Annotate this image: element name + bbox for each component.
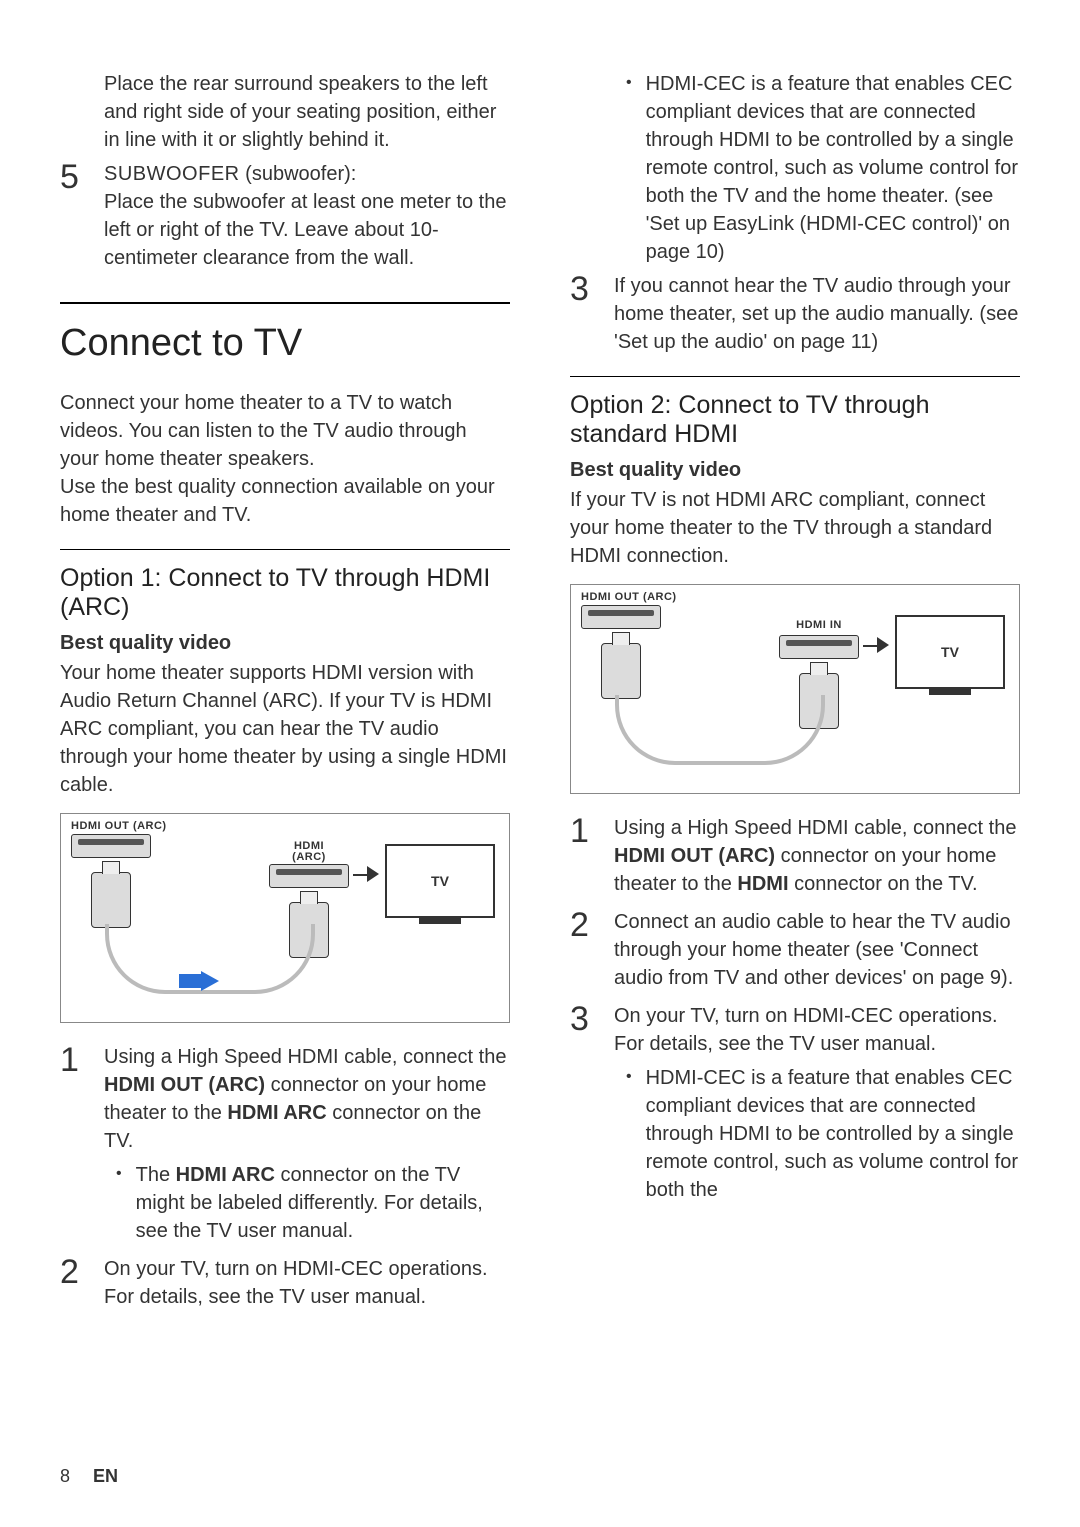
text: connector on the TV. — [789, 873, 978, 895]
bold-text: HDMI OUT (ARC) — [104, 1074, 265, 1096]
bullet-body: The HDMI ARC connector on the TV might b… — [136, 1161, 510, 1245]
page-footer: 8 EN — [60, 1466, 118, 1487]
tv-box: TV — [385, 844, 495, 918]
cec-bullet: HDMI-CEC is a feature that enables CEC c… — [646, 70, 1020, 266]
text: Using a High Speed HDMI cable, connect t… — [614, 817, 1016, 839]
subwoofer-paren: (subwoofer): — [240, 163, 357, 185]
left-column: Place the rear surround speakers to the … — [60, 70, 510, 1321]
option2-heading: Option 2: Connect to TV through standard… — [570, 376, 1020, 449]
hdmi-plug-left — [91, 872, 131, 928]
diagram-hdmi-std: HDMI OUT (ARC) HDMI IN TV — [570, 584, 1020, 794]
port-out-label: HDMI OUT (ARC) — [71, 820, 167, 832]
bold-text: HDMI OUT (ARC) — [614, 845, 775, 867]
step-number: 1 — [60, 1043, 88, 1077]
bullet-icon: • — [626, 1064, 632, 1090]
bullet-body: HDMI-CEC is a feature that enables CEC c… — [646, 1064, 1020, 1204]
step-2-body: On your TV, turn on HDMI-CEC operations.… — [104, 1255, 510, 1311]
bold-text: HDMI ARC — [176, 1164, 275, 1186]
bullet-icon: • — [626, 70, 632, 96]
step-5-body: SUBWOOFER (subwoofer): Place the subwoof… — [104, 160, 510, 272]
step-number: 1 — [570, 814, 598, 848]
tv-box: TV — [895, 615, 1005, 689]
hdmi-out-port — [581, 605, 661, 629]
option1-heading: Option 1: Connect to TV through HDMI (AR… — [60, 549, 510, 622]
step-number: 5 — [60, 160, 88, 194]
bullet-icon: • — [116, 1161, 122, 1187]
bold-text: HDMI — [737, 873, 788, 895]
step-number: 3 — [570, 272, 598, 306]
hdmi-in-port — [779, 635, 859, 659]
arrow-icon — [367, 866, 379, 882]
option2-body: If your TV is not HDMI ARC compliant, co… — [570, 486, 1020, 570]
hdmi-out-port — [71, 834, 151, 858]
blue-arrow-body — [179, 974, 201, 988]
port-in-label-2: (ARC) — [279, 851, 339, 863]
arrow-icon — [877, 637, 889, 653]
intro-text: Place the rear surround speakers to the … — [60, 70, 510, 154]
page-number: 8 — [60, 1466, 70, 1486]
step-3-body: If you cannot hear the TV audio through … — [614, 272, 1020, 356]
hdmi-arc-port — [269, 864, 349, 888]
subwoofer-text: Place the subwoofer at least one meter t… — [104, 191, 506, 269]
r-step-3-body: On your TV, turn on HDMI-CEC operations.… — [614, 1002, 1020, 1204]
step-number: 2 — [60, 1255, 88, 1289]
section-intro-1: Connect your home theater to a TV to wat… — [60, 389, 510, 473]
hdmi-cable — [615, 695, 825, 765]
step-number: 2 — [570, 908, 598, 942]
step-number: 3 — [570, 1002, 598, 1036]
language-code: EN — [93, 1466, 118, 1486]
r-step-2-body: Connect an audio cable to hear the TV au… — [614, 908, 1020, 992]
text: On your TV, turn on HDMI-CEC operations.… — [614, 1005, 998, 1055]
bold-text: HDMI ARC — [227, 1102, 326, 1124]
blue-arrow-head-icon — [201, 971, 219, 991]
r-step-1-body: Using a High Speed HDMI cable, connect t… — [614, 814, 1020, 898]
right-column: • HDMI-CEC is a feature that enables CEC… — [570, 70, 1020, 1321]
step-1-body: Using a High Speed HDMI cable, connect t… — [104, 1043, 510, 1245]
port-out-label: HDMI OUT (ARC) — [581, 591, 677, 603]
option1-body: Your home theater supports HDMI version … — [60, 659, 510, 799]
subwoofer-label: SUBWOOFER — [104, 163, 240, 185]
hdmi-plug-left — [601, 643, 641, 699]
section-intro-2: Use the best quality connection availabl… — [60, 473, 510, 529]
best-quality-label: Best quality video — [60, 632, 510, 655]
text: Using a High Speed HDMI cable, connect t… — [104, 1046, 506, 1068]
section-heading: Connect to TV — [60, 302, 510, 365]
text: The — [136, 1164, 176, 1186]
diagram-hdmi-arc: HDMI OUT (ARC) HDMI (ARC) TV — [60, 813, 510, 1023]
port-in-label: HDMI IN — [789, 619, 849, 631]
best-quality-label: Best quality video — [570, 459, 1020, 482]
